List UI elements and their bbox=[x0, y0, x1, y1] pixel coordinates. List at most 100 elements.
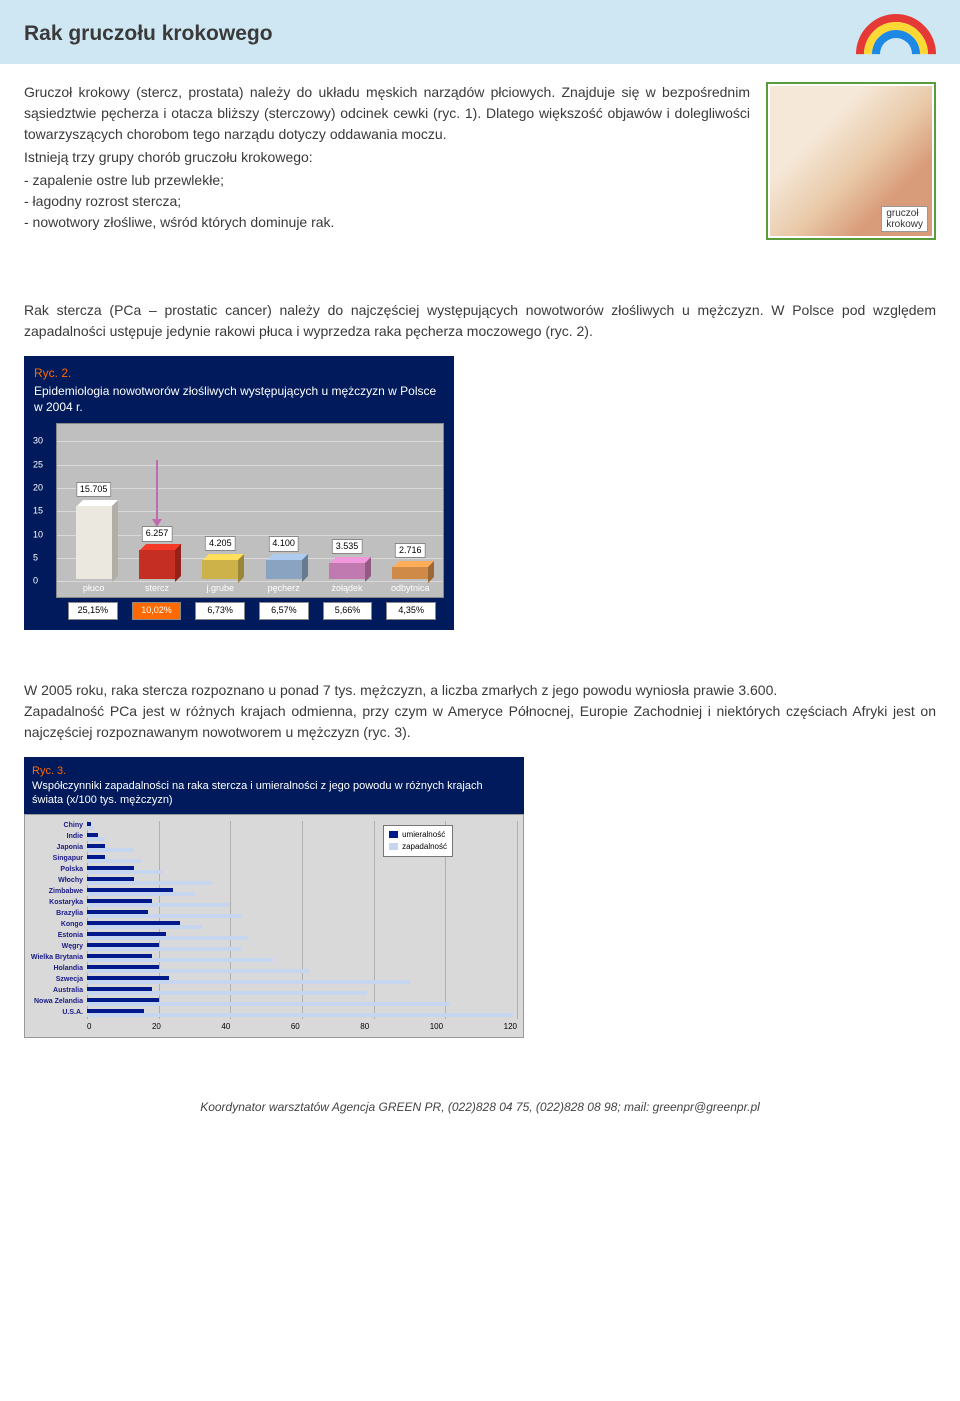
chart2-percent: 10,02% bbox=[132, 602, 182, 620]
chart2-bar-odbytnica: 2.716 bbox=[386, 567, 435, 580]
chart3-bar-inc bbox=[87, 837, 105, 841]
chart3-row-Indie: Indie bbox=[87, 832, 517, 843]
chart3-bar-inc bbox=[87, 859, 141, 863]
chart3-xtick: 120 bbox=[504, 1021, 517, 1033]
chart3-xtick: 20 bbox=[152, 1021, 161, 1033]
chart2-xlabel: pęcherz bbox=[259, 582, 308, 596]
chart3-bar-inc bbox=[87, 969, 309, 973]
intro-p1: Gruczoł krokowy (stercz, prostata) należ… bbox=[24, 82, 750, 145]
chart2-title: Ryc. 2. bbox=[34, 364, 444, 382]
chart3-title: Ryc. 3. bbox=[32, 763, 516, 780]
chart3-bar-inc bbox=[87, 914, 241, 918]
chart3-container: Ryc. 3. Współczynniki zapadalności na ra… bbox=[24, 757, 936, 1038]
chart3-x-axis: 020406080100120 bbox=[87, 1021, 517, 1033]
chart2-ytick: 30 bbox=[33, 434, 43, 448]
chart3-country-label: U.S.A. bbox=[27, 1008, 83, 1019]
chart3-row-Singapur: Singapur bbox=[87, 854, 517, 865]
chart2-value-label: 4.205 bbox=[205, 536, 236, 552]
after2-p2: Zapadalność PCa jest w różnych krajach o… bbox=[24, 701, 936, 743]
chart3-country-label: Kongo bbox=[27, 920, 83, 931]
chart3-country-label: Indie bbox=[27, 832, 83, 843]
chart3-country-label: Polska bbox=[27, 865, 83, 876]
chart3-row-Kongo: Kongo bbox=[87, 920, 517, 931]
chart3-country-label: Australia bbox=[27, 986, 83, 997]
chart2: Ryc. 2. Epidemiologia nowotworów złośliw… bbox=[24, 356, 454, 630]
chart3-row-Polska: Polska bbox=[87, 865, 517, 876]
chart3-bar-inc bbox=[87, 903, 230, 907]
chart3-country-label: Włochy bbox=[27, 876, 83, 887]
chart3-country-label: Węgry bbox=[27, 942, 83, 953]
chart2-value-label: 6.257 bbox=[142, 526, 173, 542]
chart3-country-label: Brazylia bbox=[27, 909, 83, 920]
chart3-country-label: Chiny bbox=[27, 821, 83, 832]
mid-paragraph: Rak stercza (PCa – prostatic cancer) nal… bbox=[24, 300, 936, 342]
after-chart2: W 2005 roku, raka stercza rozpoznano u p… bbox=[24, 680, 936, 743]
chart3-country-label: Holandia bbox=[27, 964, 83, 975]
chart2-value-label: 3.535 bbox=[332, 539, 363, 555]
rainbow-icon bbox=[856, 14, 936, 54]
intro-text: Gruczoł krokowy (stercz, prostata) należ… bbox=[24, 82, 750, 240]
chart3-row-Nowa Zelandia: Nowa Zelandia bbox=[87, 997, 517, 1008]
chart3-row-Węgry: Węgry bbox=[87, 942, 517, 953]
chart3-row-Estonia: Estonia bbox=[87, 931, 517, 942]
chart2-percent: 5,66% bbox=[323, 602, 373, 620]
chart2-ytick: 0 bbox=[33, 574, 38, 588]
chart3-row-Kostaryka: Kostaryka bbox=[87, 898, 517, 909]
footer: Koordynator warsztatów Agencja GREEN PR,… bbox=[0, 1098, 960, 1132]
intro-bullets: - zapalenie ostre lub przewlekłe; - łago… bbox=[24, 170, 750, 233]
chart2-bar-j.grube: 4.205 bbox=[196, 560, 245, 580]
chart3-subtitle: Współczynniki zapadalności na raka sterc… bbox=[32, 779, 516, 808]
chart2-bar-żołądek: 3.535 bbox=[322, 563, 371, 579]
chart3-row-Japonia: Japonia bbox=[87, 843, 517, 854]
page-title: Rak gruczołu krokowego bbox=[24, 18, 273, 50]
chart3-bar-inc bbox=[87, 1002, 449, 1006]
chart3-plot: umieralnośćzapadalność ChinyIndieJaponia… bbox=[24, 814, 524, 1038]
chart3-row-Chiny: Chiny bbox=[87, 821, 517, 832]
chart2-bar-pęcherz: 4.100 bbox=[259, 560, 308, 579]
chart2-xlabel: odbytnica bbox=[386, 582, 435, 596]
chart3-row-Włochy: Włochy bbox=[87, 876, 517, 887]
chart2-container: Ryc. 2. Epidemiologia nowotworów złośliw… bbox=[24, 356, 936, 630]
chart3-xtick: 40 bbox=[221, 1021, 230, 1033]
chart3-country-label: Singapur bbox=[27, 854, 83, 865]
chart3-row-Brazylia: Brazylia bbox=[87, 909, 517, 920]
chart2-x-labels: płucosterczj.grubepęcherzżołądekodbytnic… bbox=[69, 582, 435, 596]
chart2-ytick: 10 bbox=[33, 528, 43, 542]
header-bar: Rak gruczołu krokowego bbox=[0, 0, 960, 64]
figure-1: Ryc.1 gruczołkrokowy bbox=[766, 82, 936, 240]
chart2-percent: 6,73% bbox=[195, 602, 245, 620]
chart2-value-label: 4.100 bbox=[268, 536, 299, 552]
chart2-bar-płuco: 15.705 bbox=[69, 506, 118, 579]
chart3-bar-inc bbox=[87, 826, 94, 830]
fig1-callout: gruczołkrokowy bbox=[881, 206, 928, 232]
chart3-row-Wielka Brytania: Wielka Brytania bbox=[87, 953, 517, 964]
chart2-plot: 051015202530 płucosterczj.grubepęcherzżo… bbox=[56, 423, 444, 598]
chart2-value-label: 2.716 bbox=[395, 543, 426, 559]
chart3-bar-inc bbox=[87, 958, 273, 962]
content: Gruczoł krokowy (stercz, prostata) należ… bbox=[0, 64, 960, 1038]
chart2-ytick: 15 bbox=[33, 504, 43, 518]
chart2-xlabel: j.grube bbox=[196, 582, 245, 596]
bullet-3: - nowotwory złośliwe, wśród których domi… bbox=[24, 212, 750, 233]
chart3-bars: ChinyIndieJaponiaSingapurPolskaWłochyZim… bbox=[87, 821, 517, 1019]
chart3: Ryc. 3. Współczynniki zapadalności na ra… bbox=[24, 757, 524, 1038]
chart3-bar-inc bbox=[87, 848, 134, 852]
chart2-value-label: 15.705 bbox=[76, 482, 112, 498]
intro-p2: Istnieją trzy grupy chorób gruczołu krok… bbox=[24, 147, 750, 168]
chart3-row-Australia: Australia bbox=[87, 986, 517, 997]
chart3-xtick: 80 bbox=[360, 1021, 369, 1033]
chart3-bar-inc bbox=[87, 936, 248, 940]
chart3-bar-inc bbox=[87, 991, 367, 995]
chart3-bar-inc bbox=[87, 892, 195, 896]
chart2-xlabel: żołądek bbox=[322, 582, 371, 596]
chart3-row-Zimbabwe: Zimbabwe bbox=[87, 887, 517, 898]
chart3-bar-inc bbox=[87, 925, 202, 929]
chart2-percent: 4,35% bbox=[386, 602, 436, 620]
bullet-2: - łagodny rozrost stercza; bbox=[24, 191, 750, 212]
chart3-row-U.S.A.: U.S.A. bbox=[87, 1008, 517, 1019]
chart3-bar-inc bbox=[87, 881, 212, 885]
intro-row: Gruczoł krokowy (stercz, prostata) należ… bbox=[24, 82, 936, 240]
chart3-row-Szwecja: Szwecja bbox=[87, 975, 517, 986]
chart2-xlabel: stercz bbox=[132, 582, 181, 596]
chart3-title-box: Ryc. 3. Współczynniki zapadalności na ra… bbox=[24, 757, 524, 814]
